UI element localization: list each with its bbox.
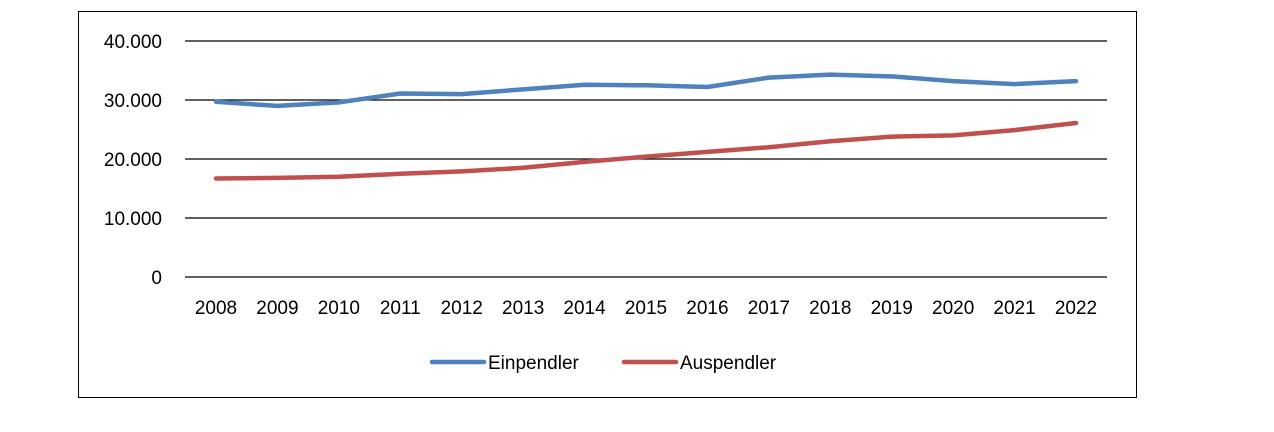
gridlines <box>185 40 1107 278</box>
x-tick-label: 2010 <box>318 298 360 319</box>
x-tick-label: 2009 <box>256 298 298 319</box>
x-tick-label: 2022 <box>1055 298 1097 319</box>
y-tick-label: 0 <box>151 268 162 289</box>
x-tick-label: 2008 <box>195 298 237 319</box>
x-tick-label: 2017 <box>748 298 790 319</box>
x-tick-label: 2019 <box>871 298 913 319</box>
legend-label-auspendler: Auspendler <box>680 353 777 374</box>
x-axis-ticks: 2008 2009 2010 2011 2012 2013 2014 2015 2016 2017… <box>195 298 1097 319</box>
y-tick-label: 40.000 <box>104 32 162 53</box>
x-tick-label: 2016 <box>686 298 728 319</box>
legend: Einpendler Auspendler <box>429 353 777 374</box>
legend-label-einpendler: Einpendler <box>488 353 580 374</box>
x-tick-label: 2014 <box>563 298 606 319</box>
y-axis-ticks: 0 10.000 20.000 30.000 40.000 <box>104 32 162 289</box>
y-tick-label: 10.000 <box>104 209 162 230</box>
x-tick-label: 2021 <box>993 298 1035 319</box>
series-lines <box>213 72 1079 181</box>
x-tick-label: 2013 <box>502 298 544 319</box>
series-line-einpendler <box>213 72 1079 109</box>
y-tick-label: 30.000 <box>104 91 162 112</box>
x-tick-label: 2012 <box>441 298 483 319</box>
x-tick-label: 2018 <box>809 298 851 319</box>
series-line-auspendler <box>213 120 1079 181</box>
y-tick-label: 20.000 <box>104 150 162 171</box>
x-tick-label: 2011 <box>380 298 421 319</box>
x-tick-label: 2015 <box>625 298 667 319</box>
chart-frame <box>78 11 1137 398</box>
x-tick-label: 2020 <box>932 298 974 319</box>
